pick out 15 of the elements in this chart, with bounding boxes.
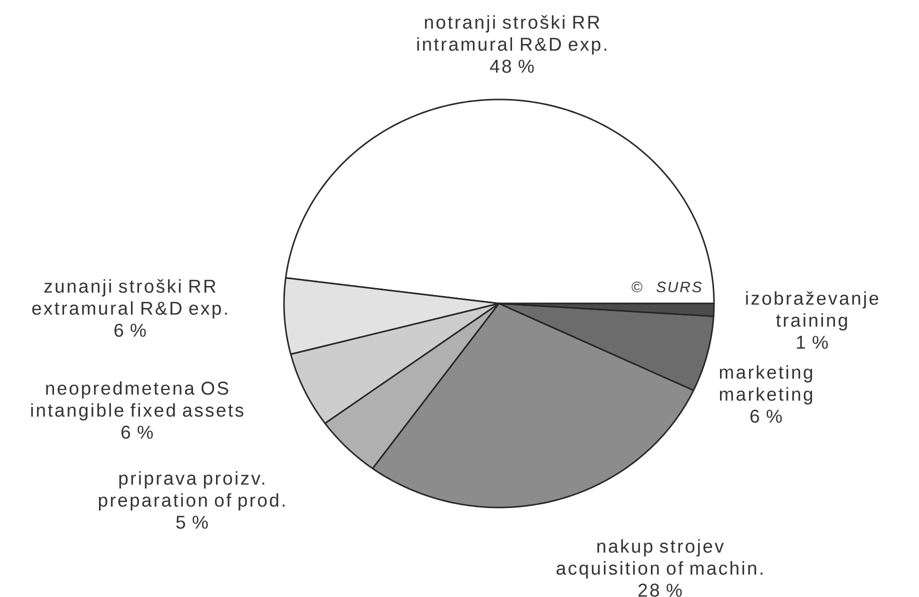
data-label: 6 % — [121, 426, 153, 439]
data-label: 48 % — [490, 60, 534, 73]
slice-label: priprava proizv. preparation of prod. — [98, 471, 285, 510]
data-label: 6 % — [114, 324, 146, 337]
slice-label: nakup strojev acquisition of machin. — [556, 539, 762, 578]
slice-label: notranji stroški RR intramural R&D exp. — [417, 15, 606, 54]
slice-label: neopredmetena OS intangible fixed assets — [31, 381, 244, 420]
slice-label: izobraževanje training — [746, 291, 878, 331]
text: © SURS — [632, 282, 702, 292]
data-label: 1 % — [796, 336, 828, 349]
slice-label: marketing marketing — [720, 365, 812, 404]
slice-label: zunanji stroški RR extramural R&D exp. — [32, 279, 227, 318]
data-label: 28 % — [638, 584, 682, 597]
data-label: 6 % — [750, 410, 782, 423]
data-label: 5 % — [176, 516, 208, 529]
